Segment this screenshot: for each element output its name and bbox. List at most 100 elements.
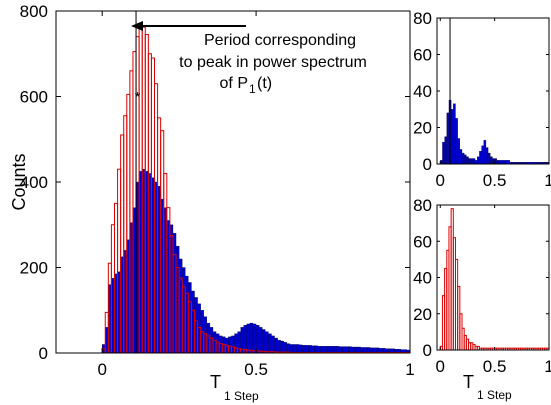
main-filled-bar [329,346,334,354]
top-right-filled-bar [501,160,504,165]
top-right-filled-bar [481,145,484,165]
top-right-filled-bar [487,152,491,165]
bottom-right-y-tick-label: 20 [413,305,432,324]
top-right-filled-bar [453,103,456,165]
top-right-filled-bar [485,147,489,165]
main-y-tick-label: 0 [39,344,48,363]
top-right-filled-bar [479,151,482,165]
main-filled-bar [345,346,349,354]
main-x-label-main: T [210,372,221,392]
top-right-filled-bar [446,112,450,165]
main-y-tick-label: 200 [20,259,48,278]
main-filled-bar [323,346,328,354]
main-peak-marker: * [135,89,141,105]
main-filled-bar [283,342,288,354]
bottom-right-x-tick-label: 1 [544,357,551,376]
top-right-filled-bar [457,138,460,165]
bottom-right-y-tick-label: 60 [413,232,432,251]
top-right-filled-bar [455,118,458,165]
main-filled-bar [246,323,251,354]
top-right-filled-bar [498,160,502,165]
top-right-y-tick-label: 20 [413,119,432,138]
top-right-filled-bar [472,158,476,165]
main-filled-bar [308,345,312,354]
top-right-filled-bar [450,109,454,165]
main-filled-bar [262,329,266,354]
top-right-x-tick-label: 0 [436,171,445,190]
top-right-filled-bar [459,149,463,165]
main-filled-bar [320,346,324,354]
main-y-tick-label: 600 [20,88,48,107]
main-y-tick-label: 400 [20,173,48,192]
bottom-right-x-tick-label: 0.5 [483,357,507,376]
main-filled-bar [268,333,272,354]
top-right-filled-bar [474,160,478,165]
main-ticks: 0 0.5 1 0 200 400 600 800 [20,2,415,379]
main-filled-bar [259,327,263,354]
main-filled-bar [311,345,315,354]
top-right-x-tick-label: 1 [544,171,551,190]
main-filled-bar [342,346,346,354]
annotation-line-1: Period corresponding [204,32,356,49]
top-right-filled-bar [503,160,506,165]
main-y-tick-label: 800 [20,2,48,21]
top-right-filled-bar [466,156,469,165]
main-filled-bar [274,337,278,354]
main-filled-bar [348,346,352,354]
bottom-right-x-tick-label: 0 [436,357,445,376]
main-filled-bar [326,346,331,354]
annotation-line-3-sub: 1 [249,82,256,96]
top-right-ticks: 0 0.5 1 0 20 40 60 80 [413,9,551,190]
main-filled-bar [302,345,306,354]
top-right-y-tick-label: 40 [413,82,432,101]
bottom-right-y-tick-label: 40 [413,269,432,288]
top-right-filled-bar [464,154,467,165]
main-x-label-sub: 1 Step [224,389,259,403]
top-right-y-tick-label: 80 [413,9,432,28]
main-filled-bar [271,335,275,354]
top-right-filled-bar [442,141,445,165]
top-right-filled-bar [444,136,447,165]
main-panel: * 0 0.5 1 0 200 400 600 800 Period correspondin… [9,2,415,403]
bottom-right-panel: 0 0.5 1 0 20 40 60 80 T 1 Step [413,196,551,402]
annotation-line-3-main: of P [220,75,248,92]
bottom-right-x-label-sub: 1 Step [477,388,512,402]
main-filled-bar [265,331,269,354]
top-right-y-tick-label: 0 [423,155,432,174]
bottom-right-y-tick-label: 0 [423,341,432,360]
bottom-right-x-label-main: T [463,372,474,392]
main-filled-bar [314,345,318,354]
top-right-filled-bar [477,156,480,165]
annotation-line-2: to peak in power spectrum [179,54,367,71]
top-right-filled-bar [505,160,508,165]
main-filled-bar [317,346,321,354]
bottom-right-y-tick-label: 80 [413,196,432,215]
main-x-tick-label: 0 [97,360,106,379]
top-right-filled-bar [470,158,474,165]
main-filled-bar [299,344,303,354]
top-right-filled-bar [507,160,510,165]
top-right-filled-bar [468,158,471,165]
main-filled-bar [280,340,284,354]
top-right-y-tick-label: 60 [413,46,432,65]
top-right-filled-bar [496,160,500,165]
annotation-line-3-tail: (t) [257,75,272,92]
main-filled-bar [332,346,337,354]
main-filled-bar [305,345,309,354]
main-filled-bar [295,344,300,354]
top-right-filled-bar [490,156,493,165]
bottom-right-ticks: 0 0.5 1 0 20 40 60 80 [413,196,551,376]
main-filled-bar [335,346,340,354]
main-y-axis-label: Counts [9,153,29,210]
annotation-line-3: of P 1 (t) [220,75,273,96]
annotation-arrow-head [131,21,143,31]
top-right-panel: 0 0.5 1 0 20 40 60 80 [413,9,551,190]
main-x-tick-label: 1 [405,360,414,379]
main-filled-bar [286,343,291,354]
top-right-x-tick-label: 0.5 [483,171,507,190]
main-x-tick-label: 0.5 [244,360,268,379]
main-filled-bar [277,340,281,354]
top-right-filled-bar [483,140,487,165]
main-filled-bar [292,344,297,354]
